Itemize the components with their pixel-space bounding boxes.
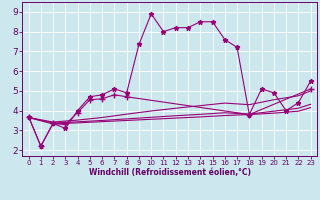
X-axis label: Windchill (Refroidissement éolien,°C): Windchill (Refroidissement éolien,°C) [89,168,251,177]
